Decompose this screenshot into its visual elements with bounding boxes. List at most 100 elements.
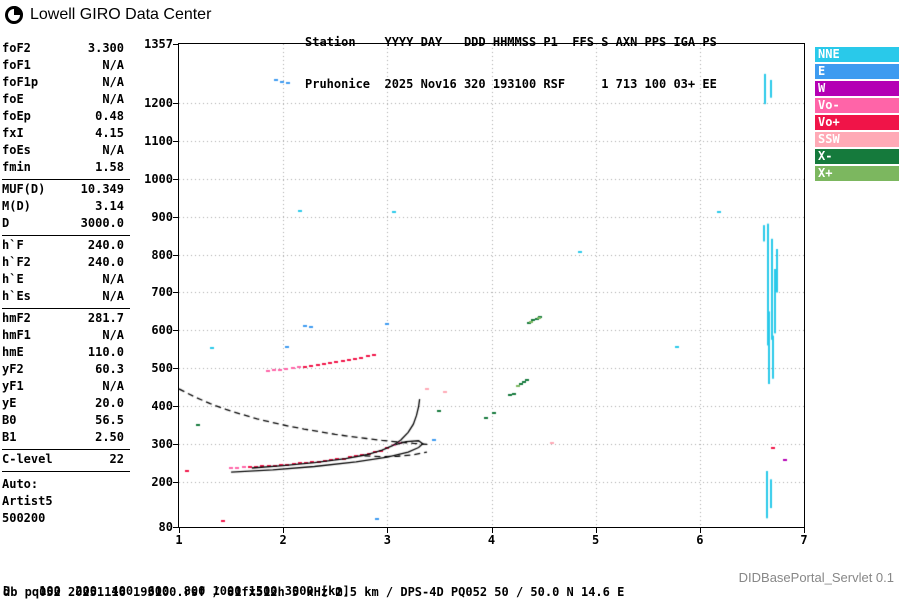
param-group: MUF(D) 10.349 M(D) 3.14 D 3000.0 bbox=[2, 180, 130, 236]
legend-item-nne: NNE bbox=[815, 47, 899, 62]
x-axis-label: 5 bbox=[592, 533, 600, 547]
param-label: hmF1 bbox=[2, 328, 31, 342]
param-row-b0: B0 56.5 bbox=[2, 412, 124, 429]
y-axis-label: 1100 bbox=[144, 134, 173, 149]
param-row-fmin: fmin 1.58 bbox=[2, 159, 124, 176]
param-group: hmF2 281.7 hmF1 N/A hmE 110.0 yF2 60.3 yF1 N/A yE 2… bbox=[2, 309, 130, 450]
param-row-h-e: h`E N/A bbox=[2, 271, 124, 288]
param-value: 281.7 bbox=[87, 311, 124, 325]
distance-muf-table: D 100 200 400 600 800 1000 1500 3000 [km… bbox=[3, 551, 357, 600]
y-axis-label: 300 bbox=[151, 436, 173, 451]
y-axis-label: 1000 bbox=[144, 172, 173, 187]
param-row-fof1: foF1 N/A bbox=[2, 57, 124, 74]
y-axis-label: 700 bbox=[151, 285, 173, 300]
auto-line: Auto: bbox=[2, 477, 39, 491]
x-axis-tick bbox=[179, 528, 180, 533]
y-axis-tick bbox=[173, 444, 178, 445]
x-axis-tick bbox=[387, 528, 388, 533]
y-axis-tick bbox=[173, 103, 178, 104]
x-axis-tick bbox=[596, 528, 597, 533]
param-group: C-level 22 bbox=[2, 450, 130, 472]
param-row-hmf1: hmF1 N/A bbox=[2, 327, 124, 344]
param-value: 2.50 bbox=[95, 430, 124, 444]
param-label: h`F bbox=[2, 238, 24, 252]
y-axis-tick bbox=[173, 482, 178, 483]
param-row-yf1: yF1 N/A bbox=[2, 378, 124, 395]
param-value: N/A bbox=[102, 289, 124, 303]
param-label: hmE bbox=[2, 345, 24, 359]
param-label: fmin bbox=[2, 160, 31, 174]
param-label: MUF(D) bbox=[2, 182, 46, 196]
y-axis-tick bbox=[173, 255, 178, 256]
y-axis-label: 1200 bbox=[144, 96, 173, 111]
x-axis-label: 2 bbox=[279, 533, 287, 547]
param-label: C-level bbox=[2, 452, 53, 466]
plot-area: 80 200 300 400 500 600 700 800 900 1000 1100 1200 13… bbox=[144, 37, 808, 547]
param-label: foE bbox=[2, 92, 24, 106]
y-axis-label: 800 bbox=[151, 247, 173, 262]
param-row-muf-d-: MUF(D) 10.349 bbox=[2, 181, 124, 198]
param-value: N/A bbox=[102, 379, 124, 393]
param-label: B1 bbox=[2, 430, 17, 444]
y-axis-label: 1357 bbox=[144, 37, 173, 51]
param-label: yF2 bbox=[2, 362, 24, 376]
watermark: DIDBasePortal_Servlet 0.1 bbox=[738, 570, 894, 585]
legend-item-w: W bbox=[815, 81, 899, 96]
param-value: 56.5 bbox=[95, 413, 124, 427]
param-value: 0.48 bbox=[95, 109, 124, 123]
param-value: N/A bbox=[102, 92, 124, 106]
y-axis-tick bbox=[173, 217, 178, 218]
x-axis-tick bbox=[700, 528, 701, 533]
giro-logo-icon bbox=[5, 6, 23, 24]
x-axis-tick bbox=[804, 528, 805, 533]
param-label: yE bbox=[2, 396, 17, 410]
param-value: 22 bbox=[109, 452, 124, 466]
param-value: 240.0 bbox=[87, 238, 124, 252]
param-label: foEs bbox=[2, 143, 31, 157]
param-value: N/A bbox=[102, 58, 124, 72]
brand-title: Lowell GIRO Data Center bbox=[30, 6, 212, 23]
legend-item-x-: X- bbox=[815, 149, 899, 164]
param-value: 60.3 bbox=[95, 362, 124, 376]
legend-item-vo-: Vo+ bbox=[815, 115, 899, 130]
y-axis-label: 80 bbox=[158, 520, 173, 534]
param-row-yf2: yF2 60.3 bbox=[2, 361, 124, 378]
legend-item-e: E bbox=[815, 64, 899, 79]
param-row-m-d-: M(D) 3.14 bbox=[2, 198, 124, 215]
x-axis-label: 1 bbox=[175, 533, 183, 547]
x-axis-label: 7 bbox=[800, 533, 808, 547]
param-value: 1.58 bbox=[95, 160, 124, 174]
param-label: h`F2 bbox=[2, 255, 31, 269]
param-label: D bbox=[2, 216, 10, 230]
y-axis-label: 500 bbox=[151, 361, 173, 376]
y-axis-label: 200 bbox=[151, 474, 173, 489]
param-row-hmf2: hmF2 281.7 bbox=[2, 310, 124, 327]
param-row-fof2: foF2 3.300 bbox=[2, 40, 124, 57]
param-label: hmF2 bbox=[2, 311, 31, 325]
y-axis-tick bbox=[173, 330, 178, 331]
auto-block: Auto: Artist5 500200 bbox=[2, 472, 130, 527]
param-label: h`Es bbox=[2, 289, 31, 303]
param-value: 3000.0 bbox=[80, 216, 124, 230]
x-axis-label: 6 bbox=[696, 533, 704, 547]
param-group: foF2 3.300 foF1 N/A foF1p N/A foE N/A foEp 0.48 fx… bbox=[2, 39, 130, 180]
legend-item-x-: X+ bbox=[815, 166, 899, 181]
brand-header: Lowell GIRO Data Center bbox=[4, 5, 211, 25]
ionogram-canvas bbox=[179, 44, 804, 527]
param-row-foep: foEp 0.48 bbox=[2, 108, 124, 125]
auto-line: 500200 bbox=[2, 511, 46, 525]
param-row-d: D 3000.0 bbox=[2, 215, 124, 232]
param-value: N/A bbox=[102, 328, 124, 342]
param-label: fxI bbox=[2, 126, 24, 140]
param-row-fxi: fxI 4.15 bbox=[2, 125, 124, 142]
param-row-hme: hmE 110.0 bbox=[2, 344, 124, 361]
y-axis-tick bbox=[173, 527, 178, 528]
param-label: B0 bbox=[2, 413, 17, 427]
param-value: 3.300 bbox=[87, 41, 124, 55]
param-value: N/A bbox=[102, 75, 124, 89]
param-label: h`E bbox=[2, 272, 24, 286]
y-axis-label: 400 bbox=[151, 398, 173, 413]
param-row-h-f2: h`F2 240.0 bbox=[2, 254, 124, 271]
x-axis-tick bbox=[283, 528, 284, 533]
param-value: 20.0 bbox=[95, 396, 124, 410]
